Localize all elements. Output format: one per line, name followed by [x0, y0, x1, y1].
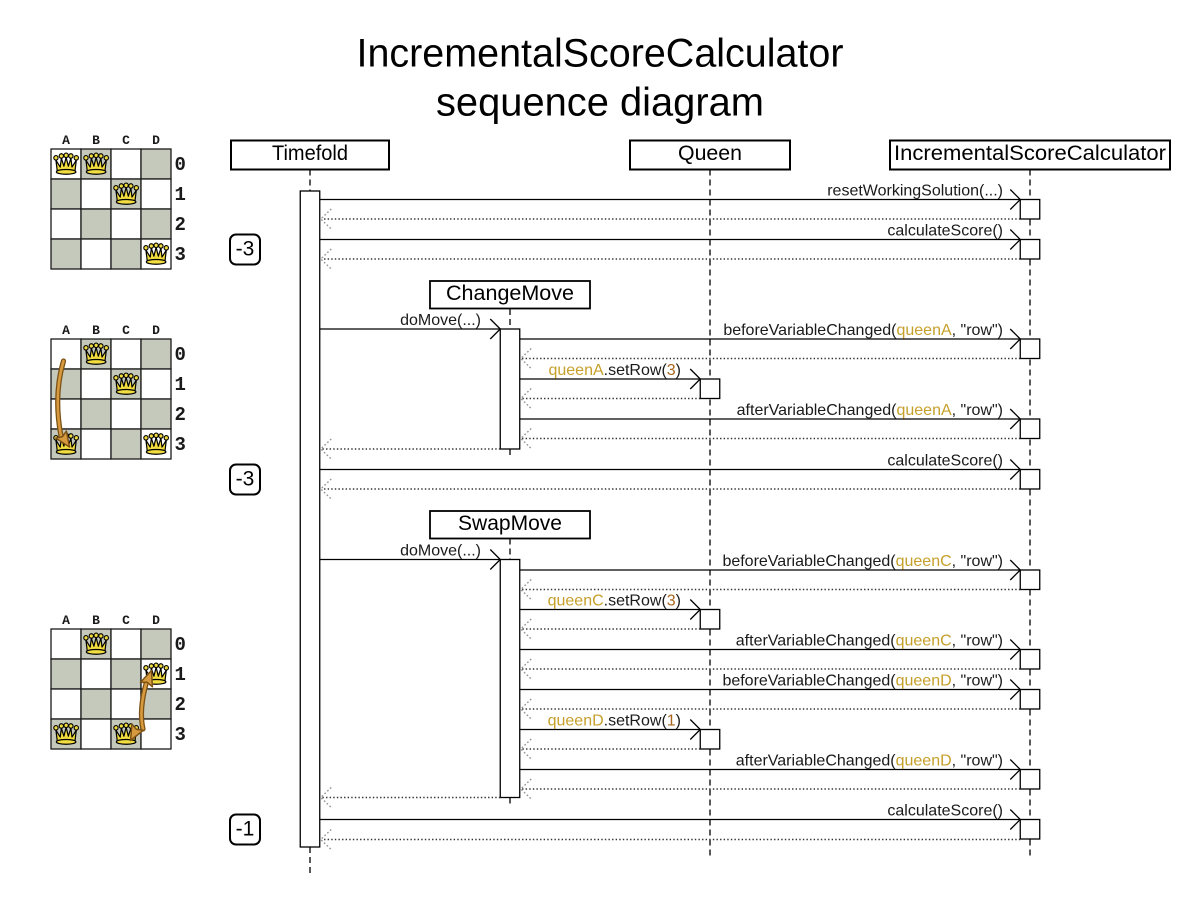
svg-text:D: D — [152, 613, 160, 628]
svg-text:beforeVariableChanged(queenD,: beforeVariableChanged(queenD, "row") — [722, 673, 1003, 690]
svg-text:beforeVariableChanged(queenC,: beforeVariableChanged(queenC, "row") — [722, 553, 1003, 570]
svg-text:IncrementalScoreCalculator: IncrementalScoreCalculator — [894, 142, 1166, 165]
svg-text:3: 3 — [175, 244, 186, 266]
svg-text:B: B — [92, 323, 100, 338]
svg-text:Timefold: Timefold — [272, 142, 348, 165]
svg-text:0: 0 — [175, 344, 186, 366]
svg-text:0: 0 — [175, 154, 186, 176]
svg-text:3: 3 — [175, 724, 186, 746]
svg-text:1: 1 — [175, 374, 186, 396]
svg-text:resetWorkingSolution(...): resetWorkingSolution(...) — [827, 183, 1003, 200]
svg-text:sequence diagram: sequence diagram — [436, 81, 764, 125]
svg-text:1: 1 — [175, 664, 186, 686]
svg-text:queenC.setRow(3): queenC.setRow(3) — [548, 593, 681, 610]
svg-text:queenD.setRow(1): queenD.setRow(1) — [548, 713, 681, 730]
svg-text:0: 0 — [175, 634, 186, 656]
svg-text:SwapMove: SwapMove — [458, 512, 562, 535]
svg-text:calculateScore(): calculateScore() — [887, 223, 1003, 240]
svg-text:queenA.setRow(3): queenA.setRow(3) — [548, 362, 681, 379]
svg-text:doMove(...): doMove(...) — [400, 543, 481, 560]
svg-text:IncrementalScoreCalculator: IncrementalScoreCalculator — [357, 31, 844, 75]
svg-text:C: C — [122, 613, 130, 628]
svg-text:afterVariableChanged(queenA, ": afterVariableChanged(queenA, "row") — [737, 402, 1003, 419]
svg-text:doMove(...): doMove(...) — [400, 312, 481, 329]
svg-text:ChangeMove: ChangeMove — [446, 282, 574, 305]
svg-text:-3: -3 — [236, 467, 255, 490]
svg-text:Queen: Queen — [678, 142, 742, 165]
svg-text:afterVariableChanged(queenC, ": afterVariableChanged(queenC, "row") — [736, 633, 1003, 650]
svg-text:B: B — [92, 133, 100, 148]
svg-text:A: A — [62, 323, 70, 338]
svg-text:1: 1 — [175, 184, 186, 206]
svg-text:calculateScore(): calculateScore() — [887, 803, 1003, 820]
svg-text:calculateScore(): calculateScore() — [887, 453, 1003, 470]
svg-text:D: D — [152, 133, 160, 148]
svg-text:2: 2 — [175, 404, 186, 426]
svg-text:B: B — [92, 613, 100, 628]
svg-text:A: A — [62, 613, 70, 628]
svg-text:A: A — [62, 133, 70, 148]
svg-text:2: 2 — [175, 694, 186, 716]
svg-text:-1: -1 — [236, 817, 255, 840]
svg-text:C: C — [122, 133, 130, 148]
svg-text:D: D — [152, 323, 160, 338]
svg-text:afterVariableChanged(queenD, ": afterVariableChanged(queenD, "row") — [736, 753, 1003, 770]
svg-text:beforeVariableChanged(queenA,: beforeVariableChanged(queenA, "row") — [723, 322, 1003, 339]
svg-text:2: 2 — [175, 214, 186, 236]
svg-text:C: C — [122, 323, 130, 338]
svg-text:-3: -3 — [236, 237, 255, 260]
svg-text:3: 3 — [175, 434, 186, 456]
